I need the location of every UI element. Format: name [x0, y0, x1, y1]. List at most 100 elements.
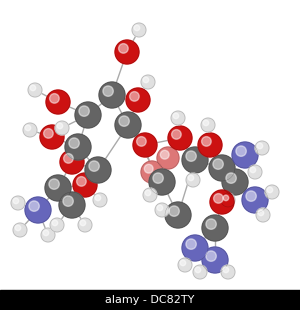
Circle shape [130, 92, 139, 101]
Circle shape [178, 258, 192, 272]
Bar [0, 290, 300, 310]
Circle shape [223, 267, 229, 273]
Circle shape [248, 165, 262, 179]
Circle shape [246, 191, 256, 201]
Circle shape [13, 198, 19, 204]
Circle shape [69, 138, 79, 148]
Circle shape [144, 164, 153, 173]
Circle shape [29, 201, 39, 211]
Circle shape [182, 235, 208, 261]
Circle shape [236, 146, 246, 156]
Circle shape [202, 137, 211, 146]
Circle shape [44, 129, 53, 138]
Circle shape [126, 88, 150, 112]
Circle shape [267, 187, 273, 193]
Circle shape [153, 173, 163, 183]
Circle shape [134, 25, 140, 31]
Circle shape [28, 83, 42, 97]
Circle shape [160, 150, 169, 159]
Circle shape [50, 218, 64, 232]
Circle shape [119, 116, 129, 126]
Circle shape [206, 219, 216, 229]
Circle shape [255, 141, 269, 155]
Circle shape [242, 187, 268, 213]
Circle shape [173, 113, 179, 119]
Circle shape [40, 125, 64, 149]
Circle shape [168, 126, 192, 150]
Circle shape [11, 196, 25, 210]
Circle shape [165, 202, 191, 228]
Circle shape [186, 239, 196, 249]
Circle shape [25, 125, 31, 131]
Circle shape [59, 192, 85, 218]
Circle shape [214, 194, 223, 203]
Circle shape [213, 159, 223, 169]
Circle shape [118, 44, 128, 53]
Circle shape [171, 111, 185, 125]
Circle shape [210, 190, 234, 214]
Circle shape [143, 77, 149, 83]
Circle shape [55, 121, 69, 135]
Circle shape [49, 179, 59, 189]
Circle shape [169, 206, 179, 216]
Circle shape [136, 137, 146, 146]
Circle shape [52, 220, 58, 226]
Circle shape [172, 130, 181, 139]
Circle shape [133, 133, 157, 157]
Circle shape [202, 247, 228, 273]
Circle shape [193, 265, 207, 279]
Circle shape [75, 102, 101, 128]
Circle shape [50, 93, 59, 103]
Circle shape [79, 106, 89, 116]
Circle shape [60, 150, 84, 174]
Circle shape [99, 82, 125, 108]
Circle shape [198, 133, 222, 157]
Circle shape [46, 90, 70, 114]
Circle shape [15, 225, 21, 231]
Circle shape [265, 185, 279, 199]
Circle shape [232, 142, 258, 168]
Circle shape [186, 173, 200, 187]
Circle shape [206, 251, 216, 261]
Circle shape [143, 188, 157, 202]
Circle shape [209, 155, 235, 181]
Circle shape [65, 134, 91, 160]
Circle shape [258, 210, 264, 216]
Circle shape [188, 175, 194, 181]
Circle shape [45, 175, 71, 201]
Circle shape [141, 161, 163, 183]
Circle shape [157, 205, 163, 211]
Circle shape [202, 215, 228, 241]
Circle shape [89, 161, 99, 171]
Circle shape [78, 218, 92, 232]
Circle shape [222, 169, 248, 195]
Circle shape [145, 190, 151, 196]
Circle shape [223, 195, 229, 201]
Circle shape [103, 86, 113, 96]
Circle shape [203, 120, 209, 126]
Circle shape [63, 196, 73, 206]
Circle shape [93, 193, 107, 207]
Circle shape [182, 147, 208, 173]
Circle shape [73, 173, 97, 197]
Circle shape [250, 167, 256, 173]
Circle shape [95, 195, 101, 201]
Circle shape [76, 177, 86, 186]
Circle shape [157, 147, 179, 169]
Circle shape [155, 203, 169, 217]
Circle shape [30, 85, 36, 91]
Circle shape [64, 154, 73, 163]
Text: alamy - DC82TY: alamy - DC82TY [105, 295, 195, 305]
Circle shape [25, 197, 51, 223]
Circle shape [57, 123, 63, 129]
Circle shape [13, 223, 27, 237]
Circle shape [85, 157, 111, 183]
Circle shape [221, 193, 235, 207]
Circle shape [115, 40, 139, 64]
Circle shape [149, 169, 175, 195]
Circle shape [23, 123, 37, 137]
Circle shape [115, 112, 141, 138]
Circle shape [257, 143, 263, 149]
Circle shape [201, 118, 215, 132]
Circle shape [256, 208, 270, 222]
